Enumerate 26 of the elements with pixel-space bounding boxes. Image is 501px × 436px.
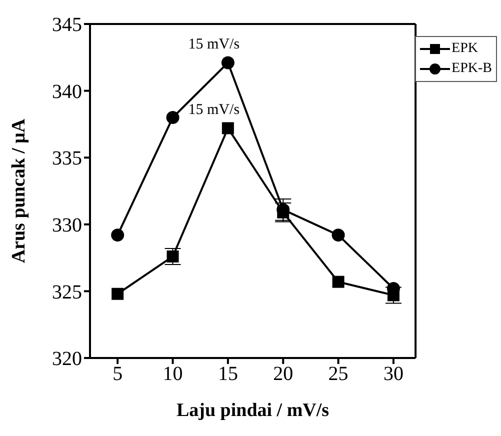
y-tick-label: 345 xyxy=(52,14,82,36)
point xyxy=(221,56,234,70)
x-axis-title: Laju pindai / mV/s xyxy=(176,400,330,421)
point xyxy=(332,276,344,288)
x-tick-label: 30 xyxy=(383,363,404,386)
point xyxy=(111,228,124,242)
x-tick-label: 25 xyxy=(328,363,348,386)
x-tick-label: 15 xyxy=(218,363,238,386)
y-axis-title: Arus puncak / μA xyxy=(8,118,30,264)
y-tick-label: 320 xyxy=(52,348,82,370)
annotation: 15 mV/s xyxy=(188,102,240,118)
point xyxy=(222,122,234,134)
y-tick-label: 340 xyxy=(52,80,82,103)
point xyxy=(112,288,124,300)
point xyxy=(277,206,290,218)
x-tick-label: 10 xyxy=(162,363,183,386)
legend-label: EPK xyxy=(452,41,478,57)
point xyxy=(332,228,345,242)
legend-label: EPK-B xyxy=(452,61,492,77)
point xyxy=(166,111,180,124)
annotation: 15 mV/s xyxy=(188,36,240,53)
y-tick-label: 335 xyxy=(52,148,82,170)
x-tick-label: 20 xyxy=(273,363,294,386)
x-tick-label: 5 xyxy=(112,363,123,386)
y-tick-label: 325 xyxy=(52,281,82,304)
y-tick-label: 330 xyxy=(52,214,82,236)
